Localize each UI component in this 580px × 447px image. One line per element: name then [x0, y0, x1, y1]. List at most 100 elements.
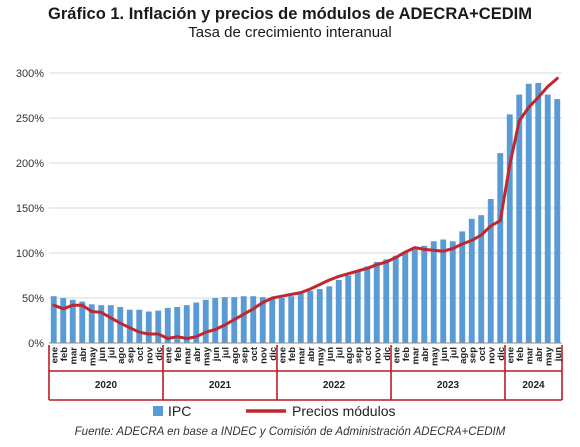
x-tick-label: abr — [534, 347, 545, 362]
x-tick-label: may — [429, 346, 440, 366]
x-tick-label: dic — [382, 347, 393, 361]
y-tick-label: 0% — [28, 338, 44, 350]
x-tick-label: ago — [344, 347, 355, 364]
bar-ipc — [316, 289, 323, 343]
bar-ipc — [174, 307, 181, 343]
x-tick-label: nov — [372, 346, 383, 364]
x-tick-label: feb — [59, 347, 70, 361]
x-tick-label: sep — [239, 347, 250, 364]
y-tick-label: 50% — [22, 293, 44, 305]
x-tick-label: feb — [515, 347, 526, 361]
y-tick-label: 300% — [16, 68, 44, 80]
bar-ipc — [459, 231, 466, 343]
bar-ipc — [202, 299, 209, 343]
x-tick-label: ene — [505, 347, 516, 363]
x-tick-label: jul — [334, 347, 345, 359]
bar-ipc — [335, 280, 342, 343]
bar-ipc — [449, 241, 456, 343]
legend-swatch-ipc — [153, 406, 163, 416]
line-precios-modulos — [52, 76, 559, 340]
bar-ipc — [345, 275, 352, 343]
x-tick-label: jun — [553, 347, 564, 362]
chart-title: Gráfico 1. Inflación y precios de módulo… — [48, 5, 532, 23]
bar-ipc — [468, 218, 475, 343]
bar-ipc — [297, 293, 304, 343]
year-label: 2024 — [522, 380, 545, 391]
bar-ipc — [183, 305, 190, 343]
x-tick-label: may — [87, 346, 98, 366]
bar-ipc — [516, 94, 523, 343]
y-tick-label: 150% — [16, 203, 44, 215]
x-tick-label: mar — [410, 347, 421, 365]
x-tick-label: jul — [448, 347, 459, 359]
x-tick-label: nov — [486, 346, 497, 364]
bar-ipc — [240, 296, 247, 343]
bar-ipc — [392, 255, 399, 343]
bar-ipc — [402, 253, 409, 343]
bar-ipc — [221, 297, 228, 343]
x-tick-label: mar — [182, 347, 193, 365]
bar-ipc — [506, 114, 513, 344]
bar-ipc — [79, 301, 86, 343]
bar-ipc — [269, 298, 276, 343]
bar-ipc — [535, 82, 542, 344]
bar-ipc — [98, 305, 105, 343]
bar-ipc — [544, 94, 551, 343]
year-label: 2022 — [323, 380, 346, 391]
bar-ipc — [50, 296, 57, 343]
x-tick-label: may — [543, 346, 554, 366]
y-tick-label: 200% — [16, 158, 44, 170]
x-tick-label: jun — [325, 347, 336, 362]
x-tick-label: abr — [78, 347, 89, 362]
year-label: 2020 — [95, 380, 118, 391]
y-tick-label: 100% — [16, 248, 44, 260]
bar-ipc — [430, 241, 437, 343]
x-tick-label: oct — [363, 346, 374, 361]
x-tick-label: dic — [268, 347, 279, 361]
x-tick-label: oct — [249, 346, 260, 361]
x-tick-label: abr — [192, 347, 203, 362]
bar-ipc — [136, 309, 143, 343]
x-tick-label: ene — [391, 347, 402, 363]
bar-ipc — [107, 305, 114, 343]
x-tick-label: mar — [68, 347, 79, 365]
x-tick-label: dic — [154, 347, 165, 361]
x-tick-label: ago — [458, 347, 469, 364]
legend-label-precios: Precios módulos — [292, 403, 396, 419]
bar-ipc — [164, 307, 171, 343]
bar-ipc — [554, 99, 561, 343]
x-tick-label: oct — [135, 346, 146, 361]
bar-ipc — [117, 307, 124, 343]
x-tick-label: feb — [401, 347, 412, 361]
x-tick-label: ago — [116, 347, 127, 364]
x-tick-label: abr — [420, 347, 431, 362]
x-tick-label: jul — [220, 347, 231, 359]
bar-ipc — [288, 296, 295, 343]
bar-ipc — [421, 245, 428, 343]
bar-ipc — [278, 298, 285, 343]
chart-source-note: Fuente: ADECRA en base a INDEC y Comisió… — [74, 426, 506, 438]
bar-ipc — [525, 83, 532, 344]
bar-ipc — [60, 298, 67, 343]
x-tick-label: jun — [97, 347, 108, 362]
bar-ipc — [88, 304, 95, 343]
year-label: 2023 — [437, 380, 460, 391]
x-tick-label: jun — [439, 347, 450, 362]
x-tick-label: mar — [524, 347, 535, 365]
x-tick-label: abr — [306, 347, 317, 362]
bar-ipc — [497, 153, 504, 343]
bar-ipc — [411, 249, 418, 343]
bar-ipc — [212, 298, 219, 343]
x-tick-label: may — [201, 346, 212, 366]
x-tick-label: ene — [49, 347, 60, 363]
bar-ipc — [250, 296, 257, 343]
bar-ipc — [364, 266, 371, 343]
bar-ipc — [69, 299, 76, 343]
bar-ipc — [373, 262, 380, 343]
legend-label-ipc: IPC — [168, 403, 191, 419]
x-tick-label: dic — [496, 347, 507, 361]
x-tick-label: ene — [163, 347, 174, 363]
x-tick-label: ene — [277, 347, 288, 363]
bar-ipc — [326, 286, 333, 343]
